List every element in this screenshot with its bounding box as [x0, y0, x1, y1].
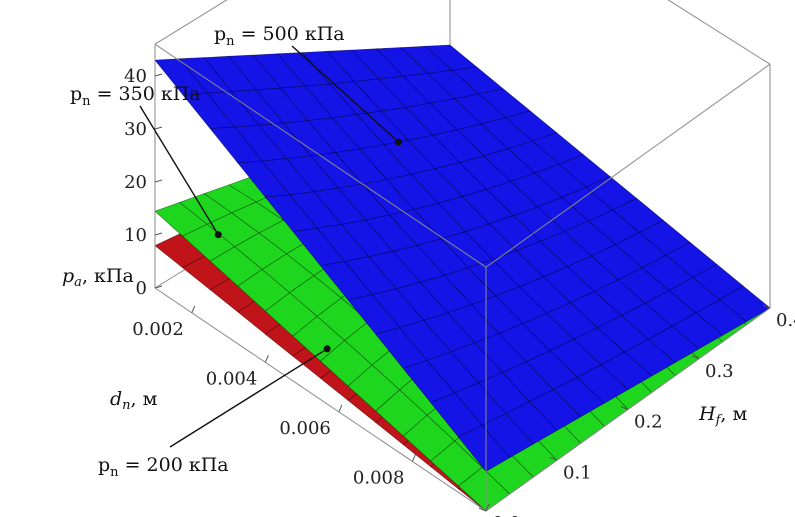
series-label-500: pn = 500 кПа: [214, 23, 345, 49]
leader-200-dot: [323, 345, 331, 353]
tick-labels: 0102030400.0020.0040.0060.0080.0100.00.1…: [124, 66, 795, 517]
z-tick-mark: [154, 232, 163, 236]
series-label-200: pn = 200 кПа: [98, 454, 229, 480]
leader-200-line: [169, 348, 328, 448]
z-tick-label: 10: [124, 225, 147, 246]
surface-cell: [457, 425, 511, 472]
y-tick-label: 0.2: [634, 412, 663, 433]
x-tick-mark: [338, 404, 343, 413]
y-tick-mark: [691, 355, 700, 360]
z-tick-mark: [154, 179, 163, 183]
y-tick-mark: [549, 456, 558, 461]
z-tick-label: 20: [124, 172, 147, 193]
x-tick-label: 0.008: [353, 467, 405, 488]
x-tick-label: 0.002: [132, 319, 184, 340]
z-tick-mark: [154, 285, 163, 289]
x-tick-mark: [411, 454, 416, 462]
box-edge-top-back: [154, 0, 228, 45]
leader-500-line: [291, 45, 399, 143]
box-edge-top-front: [154, 43, 487, 268]
y-tick-label: 0.1: [563, 462, 592, 483]
y-tick-mark: [762, 304, 771, 309]
box-edge-bottom-front: [154, 287, 487, 512]
y-tick-mark: [478, 507, 487, 512]
box-edge-top-side: [485, 63, 771, 268]
z-axis-label: pa, кПа: [62, 265, 134, 290]
x-tick-mark: [264, 355, 269, 363]
leader-350-line: [139, 105, 219, 235]
z-tick-label: 30: [124, 119, 147, 140]
y-tick-label: 0.4: [776, 310, 795, 331]
y-axis-label: Hf, м: [698, 403, 747, 428]
z-tick-mark: [154, 126, 163, 130]
z-tick-label: 40: [124, 66, 147, 87]
x-tick-label: 0.006: [279, 418, 331, 439]
y-tick-label: 0.0: [492, 513, 521, 517]
x-tick-label: 0.004: [206, 368, 258, 389]
x-axis-label: dп, м: [110, 388, 158, 413]
z-tick-label: 0: [136, 278, 147, 299]
y-tick-mark: [620, 406, 629, 410]
leader-500-dot: [394, 138, 402, 146]
y-tick-label: 0.3: [705, 361, 734, 382]
x-tick-mark: [485, 503, 490, 512]
leader-350-dot: [214, 231, 222, 239]
series-label-350: pn = 350 кПа: [70, 83, 201, 109]
box-edge-top-right: [667, 0, 771, 65]
z-tick-mark: [154, 73, 163, 77]
callout-leaders: [139, 45, 402, 448]
surfaces: [154, 44, 771, 512]
x-tick-mark: [191, 305, 196, 313]
